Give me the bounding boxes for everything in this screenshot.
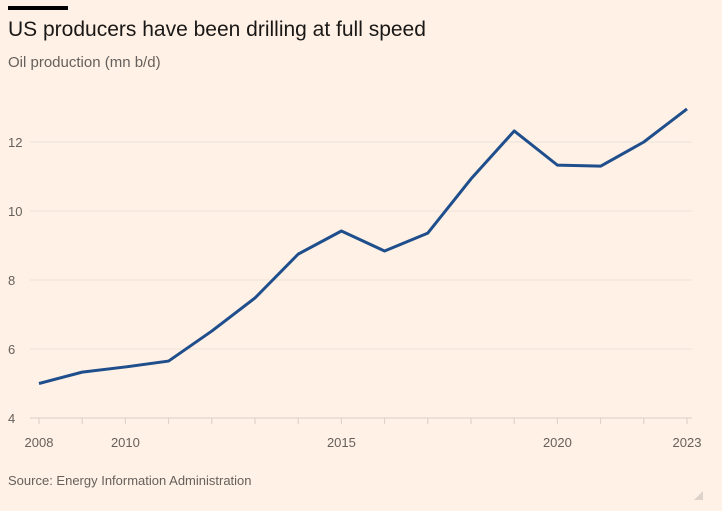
- x-tick-label: 2023: [673, 435, 702, 450]
- x-tick-label: 2020: [543, 435, 572, 450]
- y-tick-label: 4: [8, 411, 15, 426]
- title-accent-bar: [8, 6, 68, 10]
- y-tick-label: 6: [8, 342, 15, 357]
- chart-source: Source: Energy Information Administratio…: [8, 473, 252, 488]
- x-tick-label: 2015: [327, 435, 356, 450]
- y-tick-label: 10: [8, 204, 22, 219]
- y-tick-label: 8: [8, 273, 15, 288]
- chart-subtitle: Oil production (mn b/d): [8, 54, 161, 71]
- series-line: [38, 107, 688, 385]
- x-tick-label: 2010: [111, 435, 140, 450]
- chart-title: US producers have been drilling at full …: [8, 18, 426, 41]
- x-tick-label: 2008: [25, 435, 54, 450]
- y-tick-label: 12: [8, 135, 22, 150]
